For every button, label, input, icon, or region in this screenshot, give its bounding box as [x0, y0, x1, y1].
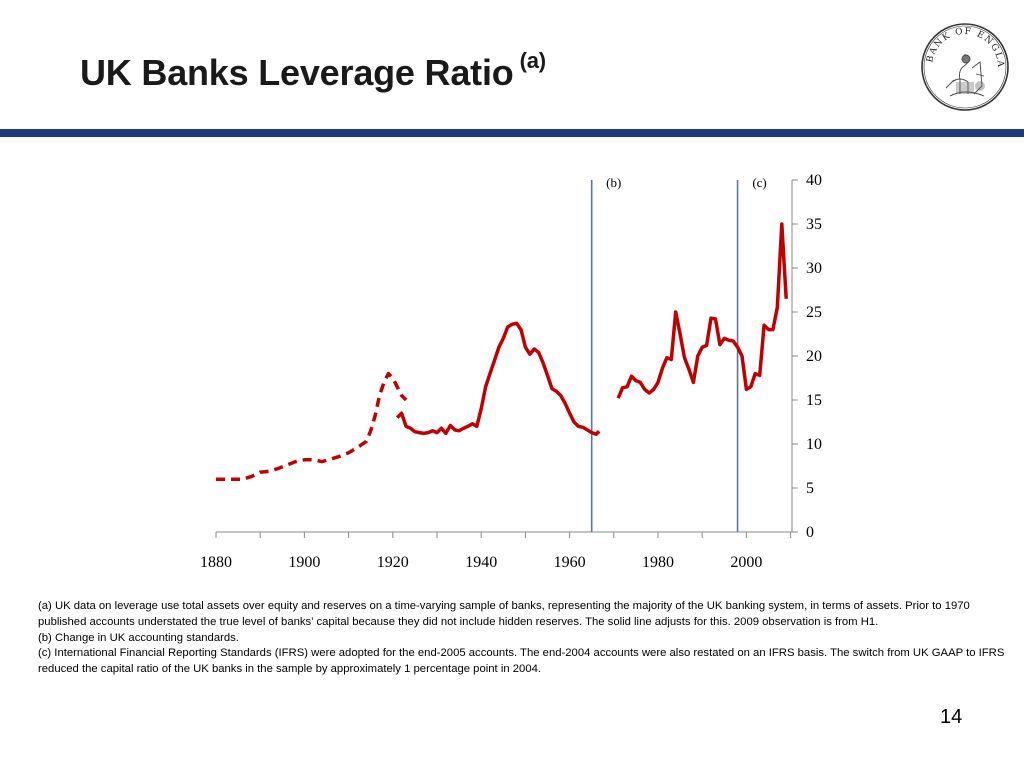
page-number: 14	[940, 706, 963, 728]
x-tick-label: 2000	[730, 554, 762, 571]
y-tick-label: 35	[806, 216, 822, 233]
x-tick-label: 1900	[288, 554, 320, 571]
y-tick-label: 5	[806, 480, 814, 497]
y-tick-label: 15	[806, 392, 822, 409]
x-tick-label: 1920	[377, 554, 409, 571]
reference-label-c: (c)	[752, 175, 766, 190]
y-tick-label: 20	[806, 348, 822, 365]
footnote-c: (c) International Financial Reporting St…	[38, 647, 1005, 676]
y-tick-label: 30	[806, 260, 822, 277]
leverage-series-2-solid	[395, 321, 593, 436]
leverage-series-4-solid	[616, 222, 788, 399]
slide-title: UK Banks Leverage Ratio (a)	[80, 48, 546, 94]
x-tick-label: 1980	[642, 554, 674, 571]
x-tick-label: 1880	[200, 554, 232, 571]
y-tick-label: 0	[806, 524, 814, 541]
y-tick-label: 40	[806, 172, 822, 189]
x-tick-label: 1960	[554, 554, 586, 571]
footnote-b: (b) Change in UK accounting standards.	[38, 631, 239, 644]
reference-label-b: (b)	[606, 175, 621, 190]
bank-of-england-logo: BANK OF ENGLAND	[920, 22, 1009, 111]
leverage-chart: (b) (c) 1880 1900 1920 1940 1960 1980 2000 0 5 10 1…	[200, 172, 822, 571]
leverage-series-3-dashed	[591, 428, 602, 437]
y-tick-label: 25	[806, 304, 822, 321]
leverage-series-1-dashed	[216, 371, 408, 481]
title-footnote-marker: (a)	[519, 48, 546, 73]
slide-title-text: UK Banks Leverage Ratio	[80, 52, 514, 93]
footnote-a: (a) UK data on leverage use total assets…	[38, 600, 970, 628]
footnotes: (a) UK data on leverage use total assets…	[38, 599, 1013, 678]
y-tick-label: 10	[806, 436, 822, 453]
header-divider	[0, 129, 1024, 137]
x-tick-label: 1940	[465, 554, 497, 571]
